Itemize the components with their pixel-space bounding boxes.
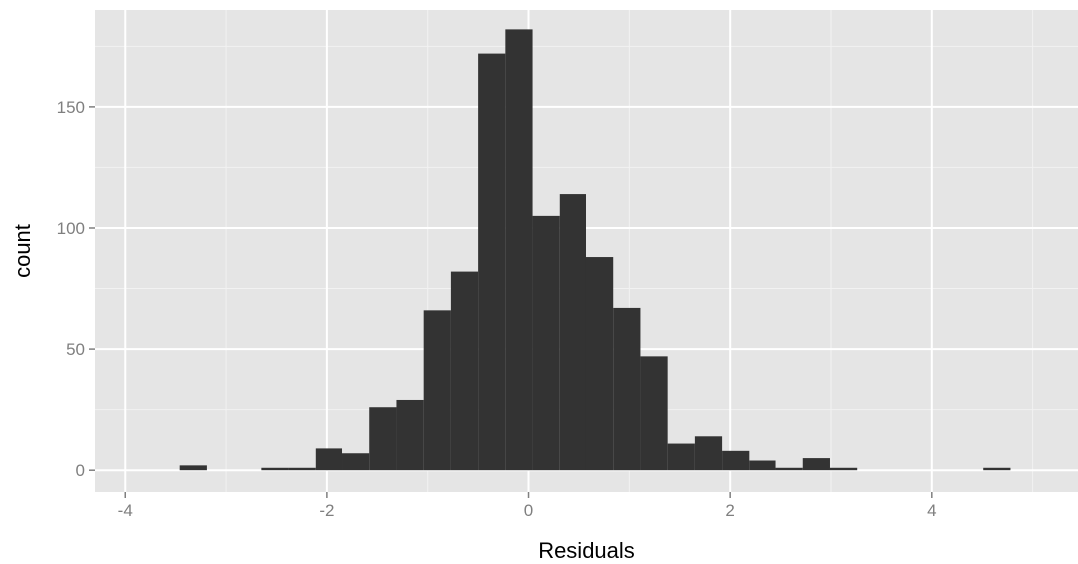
histogram-bar [450,271,479,471]
histogram-bar [532,215,560,471]
histogram-bar [802,458,830,471]
histogram-bar [722,450,750,471]
x-tick-label: -2 [319,501,334,520]
histogram-bar [585,257,614,471]
histogram-bars [179,29,1011,471]
histogram-bar [342,453,370,471]
x-axis-ticks: -4 -2 0 2 4 [118,492,937,520]
histogram-bar [613,307,641,471]
histogram-bar [775,467,803,471]
histogram-bar [559,194,586,471]
x-tick-label: 2 [725,501,734,520]
histogram-bar [396,399,424,471]
histogram-bar [261,467,289,471]
histogram-bar [829,467,858,471]
major-gridlines [95,10,1078,492]
x-tick-label: 0 [524,501,533,520]
histogram-bar [179,465,207,471]
x-tick-label: 4 [927,501,936,520]
histogram-bar [749,460,776,471]
histogram-bar [640,356,668,471]
y-tick-label: 150 [57,98,85,117]
y-tick-label: 100 [57,219,85,238]
histogram-bar [315,448,343,471]
histogram-bar [694,436,723,471]
histogram-bar [369,407,397,471]
y-axis-title: count [10,224,35,278]
histogram-bar [423,310,451,471]
y-tick-label: 0 [76,461,85,480]
x-tick-label: -4 [118,501,133,520]
histogram-bar [667,443,695,471]
y-axis-ticks: 0 50 100 150 [57,98,95,480]
x-axis-title: Residuals [538,538,635,563]
histogram-bar [288,467,316,471]
y-tick-label: 50 [66,340,85,359]
histogram-bar [983,467,1011,471]
histogram-bar [478,53,506,471]
histogram-bar [505,29,533,471]
